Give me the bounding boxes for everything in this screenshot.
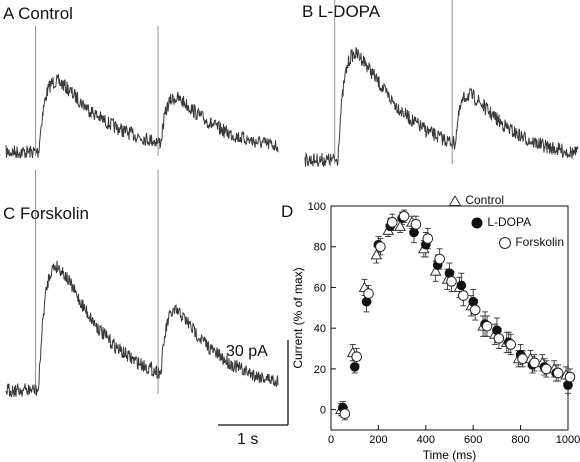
data-point-forskolin xyxy=(410,219,422,230)
panel-c-label: C Forskolin xyxy=(3,204,89,223)
panel-d-label: D xyxy=(281,202,294,221)
data-point-forskolin xyxy=(517,353,528,365)
panel-a-label: A Control xyxy=(3,4,73,23)
trace-l-dopa xyxy=(304,0,579,167)
data-point-l-dopa xyxy=(361,296,372,307)
data-point-control xyxy=(394,220,406,231)
data-point-l-dopa xyxy=(492,325,502,336)
data-point-forskolin xyxy=(422,233,434,244)
x-tick-label: 600 xyxy=(464,434,482,446)
data-point-l-dopa xyxy=(349,362,360,372)
y-tick-label: 20 xyxy=(314,364,326,376)
data-point-l-dopa xyxy=(468,296,479,307)
data-point-forskolin xyxy=(446,276,457,287)
data-point-forskolin xyxy=(375,241,386,253)
data-point-forskolin xyxy=(351,351,363,362)
x-tick-label: 1000 xyxy=(556,434,580,446)
data-point-control xyxy=(370,248,383,260)
legend-label-control: Control xyxy=(465,193,505,207)
legend-item-forskolin: Forskolin xyxy=(498,235,564,250)
y-tick-label: 80 xyxy=(314,242,326,254)
data-point-forskolin xyxy=(398,210,410,222)
plot-frame xyxy=(330,205,569,431)
legend-label-l-dopa: L-DOPA xyxy=(487,215,532,229)
data-point-forskolin xyxy=(493,333,505,344)
y-tick-label: 40 xyxy=(314,323,326,335)
data-point-forskolin xyxy=(363,288,374,299)
data-point-forskolin xyxy=(505,339,517,350)
triangle-marker-icon xyxy=(448,194,462,206)
legend-item-control: Control xyxy=(448,193,504,208)
data-point-forskolin xyxy=(541,363,552,375)
data-point-forskolin xyxy=(339,408,351,420)
y-tick-label: 60 xyxy=(314,282,326,294)
scale-bar-current-label: 30 pA xyxy=(226,343,268,360)
data-point-forskolin xyxy=(529,357,540,369)
data-point-forskolin xyxy=(552,367,564,379)
data-point-forskolin xyxy=(564,371,576,383)
data-point-forskolin xyxy=(458,290,469,301)
trace-line xyxy=(5,73,279,159)
data-point-forskolin xyxy=(434,253,445,265)
data-point-forskolin xyxy=(481,320,493,332)
data-point-l-dopa xyxy=(409,227,419,238)
data-point-l-dopa xyxy=(444,268,455,279)
legend-label-forskolin: Forskolin xyxy=(515,235,565,249)
data-point-control xyxy=(429,265,442,276)
trace-control xyxy=(5,26,279,159)
y-tick-label: 100 xyxy=(308,201,326,213)
panel-b-label: B L-DOPA xyxy=(302,2,381,21)
data-point-l-dopa xyxy=(563,380,573,391)
trace-forskolin xyxy=(5,169,279,398)
trace-line xyxy=(5,260,279,398)
x-tick-label: 400 xyxy=(417,434,435,446)
data-point-forskolin xyxy=(386,216,398,228)
open-circle-marker-icon xyxy=(499,236,511,249)
scale-bar xyxy=(218,340,289,426)
x-tick-label: 0 xyxy=(328,434,334,446)
y-tick-label: 0 xyxy=(320,405,326,417)
y-axis-label: Current (% of max) xyxy=(291,267,305,368)
trace-line xyxy=(304,47,579,167)
data-point-l-dopa xyxy=(456,280,467,291)
legend-item-l-dopa: L-DOPA xyxy=(470,215,531,230)
scale-bar-time-label: 1 s xyxy=(237,431,259,448)
x-axis-label: Time (ms) xyxy=(423,448,477,462)
x-tick-label: 800 xyxy=(511,434,529,446)
x-tick-label: 200 xyxy=(369,434,387,446)
filled-circle-marker-icon xyxy=(471,217,483,229)
data-point-forskolin xyxy=(469,304,481,316)
